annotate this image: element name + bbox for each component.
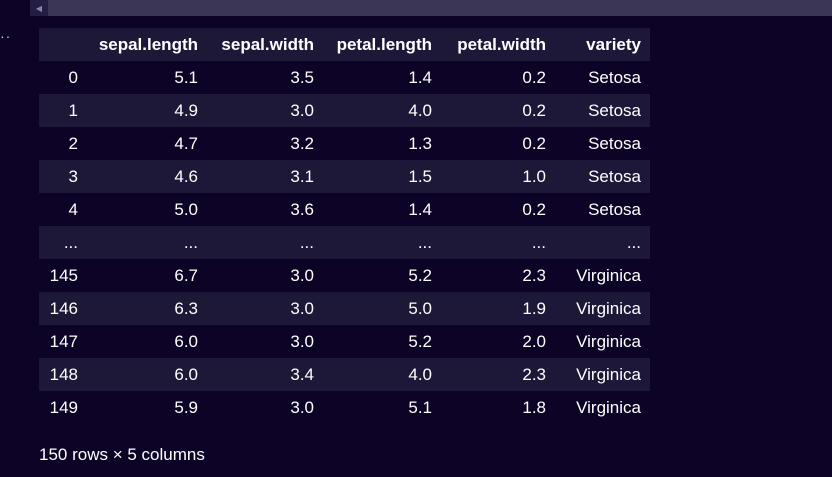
cell-sepal-width: 3.0 [207,391,323,424]
cell-sepal-length: 6.3 [87,292,207,325]
cell-sepal-width: ... [207,226,323,259]
cell-petal-length: 1.4 [323,193,441,226]
cell-sepal-length: 6.0 [87,358,207,391]
cell-petal-width: 2.0 [441,325,555,358]
cell-petal-length: 5.2 [323,259,441,292]
header-index [39,28,87,61]
cell-petal-length: 1.5 [323,160,441,193]
cell-petal-length: ... [323,226,441,259]
row-index: 147 [39,325,87,358]
table-row: 148 6.0 3.4 4.0 2.3 Virginica [39,358,650,391]
cell-petal-length: 1.4 [323,61,441,94]
header-petal-length: petal.length [323,28,441,61]
cell-sepal-width: 3.0 [207,259,323,292]
cell-petal-length: 5.1 [323,391,441,424]
scroll-left-arrow-icon[interactable]: ◀ [30,0,48,16]
header-petal-width: petal.width [441,28,555,61]
cell-petal-width: 1.8 [441,391,555,424]
cell-sepal-length: 4.7 [87,127,207,160]
cell-petal-width: 0.2 [441,127,555,160]
cell-sepal-width: 3.1 [207,160,323,193]
horizontal-scrollbar[interactable]: ◀ [30,0,832,16]
cell-sepal-length: ... [87,226,207,259]
cell-sepal-width: 3.5 [207,61,323,94]
row-index: 145 [39,259,87,292]
cell-sepal-length: 6.7 [87,259,207,292]
cell-variety: Setosa [555,127,650,160]
table-row: 0 5.1 3.5 1.4 0.2 Setosa [39,61,650,94]
row-index: 0 [39,61,87,94]
cell-variety: Virginica [555,391,650,424]
row-index: 148 [39,358,87,391]
table-header-row: sepal.length sepal.width petal.length pe… [39,28,650,61]
cell-sepal-width: 3.6 [207,193,323,226]
cell-petal-width: 0.2 [441,61,555,94]
table-row: 4 5.0 3.6 1.4 0.2 Setosa [39,193,650,226]
cell-sepal-length: 4.6 [87,160,207,193]
cell-petal-width: 1.9 [441,292,555,325]
cell-petal-width: 0.2 [441,94,555,127]
cell-petal-length: 4.0 [323,94,441,127]
cell-sepal-length: 6.0 [87,325,207,358]
row-index: 149 [39,391,87,424]
cell-petal-length: 1.3 [323,127,441,160]
row-index: 146 [39,292,87,325]
row-index: 4 [39,193,87,226]
cell-petal-width: 0.2 [441,193,555,226]
cell-petal-width: 2.3 [441,358,555,391]
row-index: 2 [39,127,87,160]
cell-variety: Virginica [555,358,650,391]
table-row: 147 6.0 3.0 5.2 2.0 Virginica [39,325,650,358]
cell-sepal-width: 3.2 [207,127,323,160]
cell-variety: ... [555,226,650,259]
row-index: ... [39,226,87,259]
row-index: 1 [39,94,87,127]
cell-variety: Virginica [555,259,650,292]
table-row-ellipsis: ... ... ... ... ... ... [39,226,650,259]
dataframe-table: sepal.length sepal.width petal.length pe… [39,28,650,424]
scroll-thumb[interactable] [48,0,832,16]
cell-variety: Setosa [555,61,650,94]
cell-variety: Virginica [555,292,650,325]
header-variety: variety [555,28,650,61]
cell-petal-length: 5.2 [323,325,441,358]
row-index: 3 [39,160,87,193]
header-sepal-width: sepal.width [207,28,323,61]
table-row: 146 6.3 3.0 5.0 1.9 Virginica [39,292,650,325]
cell-variety: Virginica [555,325,650,358]
cell-petal-width: ... [441,226,555,259]
cell-petal-width: 2.3 [441,259,555,292]
header-sepal-length: sepal.length [87,28,207,61]
table-row: 1 4.9 3.0 4.0 0.2 Setosa [39,94,650,127]
cell-sepal-length: 5.9 [87,391,207,424]
cell-petal-length: 4.0 [323,358,441,391]
cell-output-menu-icon[interactable]: ·· [0,28,12,44]
cell-sepal-width: 3.0 [207,94,323,127]
cell-variety: Setosa [555,193,650,226]
cell-variety: Setosa [555,160,650,193]
cell-petal-width: 1.0 [441,160,555,193]
table-row: 3 4.6 3.1 1.5 1.0 Setosa [39,160,650,193]
table-row: 145 6.7 3.0 5.2 2.3 Virginica [39,259,650,292]
dataframe-shape-label: 150 rows × 5 columns [39,445,205,464]
table-row: 149 5.9 3.0 5.1 1.8 Virginica [39,391,650,424]
cell-sepal-width: 3.0 [207,292,323,325]
cell-sepal-length: 5.1 [87,61,207,94]
cell-sepal-length: 5.0 [87,193,207,226]
cell-sepal-width: 3.4 [207,358,323,391]
cell-variety: Setosa [555,94,650,127]
cell-sepal-length: 4.9 [87,94,207,127]
cell-sepal-width: 3.0 [207,325,323,358]
table-row: 2 4.7 3.2 1.3 0.2 Setosa [39,127,650,160]
cell-petal-length: 5.0 [323,292,441,325]
